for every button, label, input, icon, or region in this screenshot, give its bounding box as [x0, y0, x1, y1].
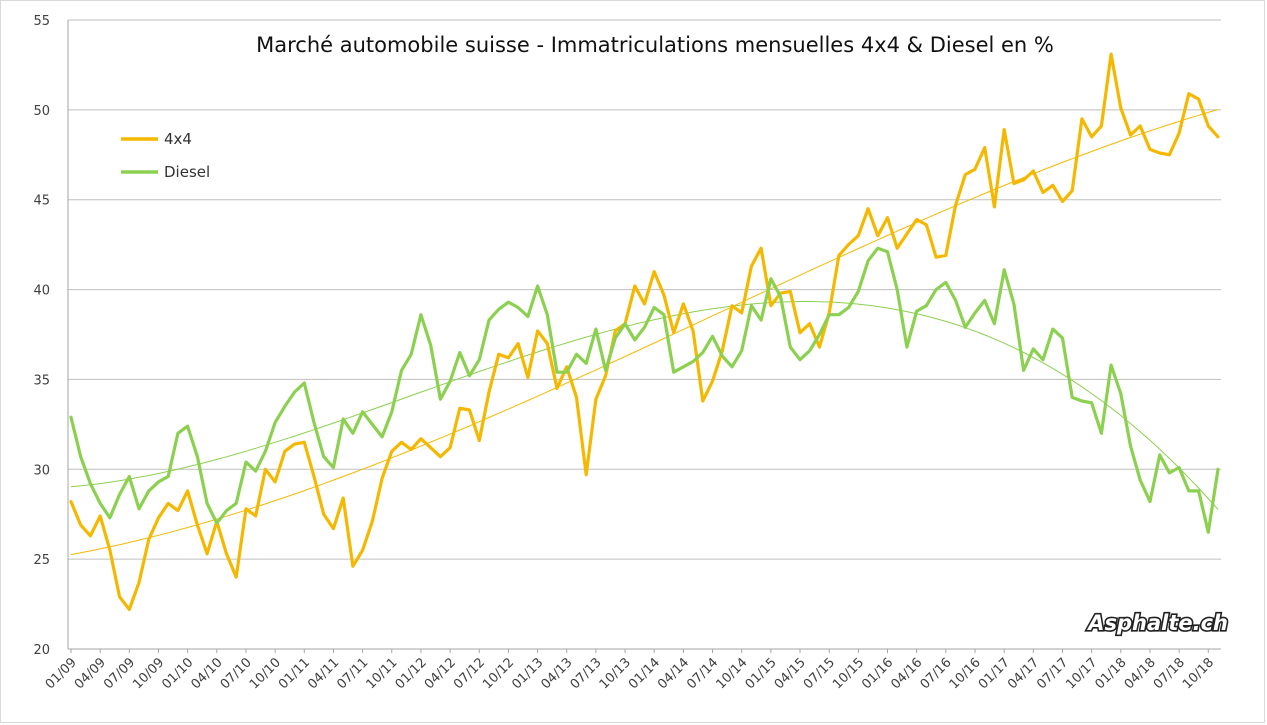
x-tick-label: 04/18: [1122, 655, 1159, 692]
x-tick-label: 10/12: [480, 655, 517, 692]
x-tick-label: 04/15: [772, 655, 809, 692]
x-tick-label: 07/17: [1034, 655, 1071, 692]
x-tick-label: 10/17: [1063, 655, 1100, 692]
legend-label-diesel: Diesel: [164, 163, 210, 181]
y-tick-label: 25: [33, 553, 50, 568]
x-tick-label: 01/15: [743, 655, 780, 692]
x-tick-label: 04/16: [888, 655, 925, 692]
y-tick-label: 35: [33, 373, 50, 388]
x-tick-label: 01/13: [509, 655, 546, 692]
trendline-diesel: [70, 301, 1219, 510]
x-tick-label: 07/18: [1151, 655, 1188, 692]
series-line-diesel: [69, 246, 1220, 534]
series-line-4x4: [69, 52, 1220, 612]
x-tick-label: 07/16: [918, 655, 955, 692]
x-tick-label: 01/16: [859, 655, 896, 692]
x-tick-label: 04/09: [72, 655, 109, 692]
x-tick-label: 10/15: [830, 655, 867, 692]
x-tick-label: 04/13: [538, 655, 575, 692]
x-tick-label: 10/13: [597, 655, 634, 692]
x-tick-label: 10/16: [947, 655, 984, 692]
x-tick-label: 01/17: [976, 655, 1013, 692]
x-tick-label: 07/10: [218, 655, 255, 692]
y-tick-label: 40: [33, 284, 50, 299]
x-tick-label: 07/14: [684, 655, 721, 692]
x-tick-label: 01/10: [159, 655, 196, 692]
x-tick-label: 10/14: [713, 655, 750, 692]
legend: 4x4 Diesel: [121, 130, 210, 181]
legend-label-4x4: 4x4: [164, 130, 192, 148]
x-tick-label: 10/10: [247, 655, 284, 692]
y-tick-label: 55: [33, 14, 50, 29]
x-tick-label: 01/14: [626, 655, 663, 692]
x-tick-label: 07/15: [801, 655, 838, 692]
trendline-4x4: [70, 109, 1219, 556]
x-tick-label: 04/14: [655, 655, 692, 692]
x-tick-label: 04/12: [422, 655, 459, 692]
y-tick-label: 50: [33, 104, 50, 119]
x-tick-label: 07/13: [568, 655, 605, 692]
x-tick-label: 07/09: [101, 655, 138, 692]
gridlines: [68, 19, 1221, 560]
x-tick-label: 10/11: [363, 655, 400, 692]
x-tick-label: 10/18: [1180, 655, 1217, 692]
x-tick-label: 07/12: [451, 655, 488, 692]
x-tick-label: 01/12: [393, 655, 430, 692]
x-tick-label: 10/09: [130, 655, 167, 692]
x-tick-label: 01/11: [276, 655, 313, 692]
y-tick-label: 45: [33, 194, 50, 209]
x-tick-label: 01/09: [43, 655, 80, 692]
x-tick-label: 04/11: [305, 655, 342, 692]
trendlines: [70, 109, 1219, 556]
y-tick-labels: 20 25 30 35 40 45 50 55: [33, 14, 50, 658]
x-tick-label: 04/10: [189, 655, 226, 692]
x-tick-label: 04/17: [1005, 655, 1042, 692]
x-tick-label: 07/11: [334, 655, 371, 692]
watermark-logo: Asphalte.ch: [1086, 611, 1228, 635]
chart-title: Marché automobile suisse - Immatriculati…: [256, 33, 1054, 57]
x-tick-label: 01/18: [1093, 655, 1130, 692]
y-tick-label: 30: [33, 463, 50, 478]
x-tick-labels: 01/0904/0907/0910/0901/1004/1007/1010/10…: [43, 649, 1217, 692]
series-lines: [69, 52, 1220, 612]
y-tick-label: 20: [33, 643, 50, 658]
